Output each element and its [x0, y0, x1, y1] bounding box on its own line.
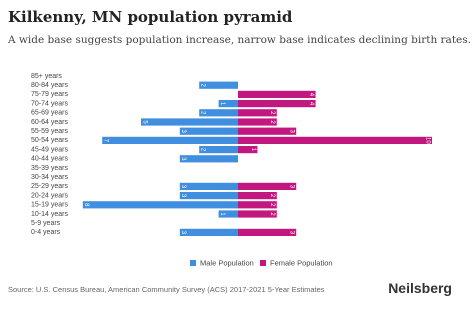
bar	[179, 182, 238, 190]
bar	[238, 109, 277, 117]
data-label: 3	[289, 130, 295, 134]
y-tick-label: 65-69 years	[31, 110, 68, 117]
data-label: 4	[308, 102, 314, 106]
y-tick-label: 85+ years	[31, 73, 62, 80]
source: Source: U.S. Census Bureau, American Com…	[8, 285, 325, 294]
bar	[238, 182, 297, 190]
y-tick-label: 35-39 years	[31, 165, 68, 172]
bar	[238, 90, 316, 98]
bar	[179, 192, 238, 200]
data-label: 2	[200, 111, 206, 115]
bar	[238, 192, 277, 200]
data-label: 1	[219, 102, 225, 106]
legend-swatch	[260, 260, 266, 266]
data-label: 3	[180, 130, 186, 134]
bar	[179, 228, 238, 236]
data-label: 2	[200, 148, 206, 152]
bar	[238, 100, 316, 108]
bar	[238, 146, 258, 154]
legend-label: Male Population	[200, 258, 254, 267]
data-label: 3	[289, 185, 295, 189]
bar	[102, 136, 238, 144]
chart-title: Kilkenny, MN population pyramid	[8, 8, 293, 26]
y-tick-label: 40-44 years	[31, 156, 68, 163]
y-tick-label: 15-19 years	[31, 202, 68, 209]
data-label: 3	[180, 157, 186, 161]
data-label: 2	[200, 84, 206, 88]
data-label: 2	[269, 212, 275, 216]
y-tick-label: 30-34 years	[31, 174, 68, 181]
bar	[199, 81, 238, 89]
bar	[238, 127, 297, 135]
data-label: 7	[103, 139, 109, 143]
data-label: 2	[269, 194, 275, 198]
y-tick-label: 25-29 years	[31, 183, 68, 190]
bar	[141, 118, 238, 126]
brand: Neilsberg	[388, 280, 452, 296]
legend-swatch	[190, 260, 196, 266]
y-tick-label: 75-79 years	[31, 91, 68, 98]
bar	[218, 100, 238, 108]
y-tick-label: 55-59 years	[31, 128, 68, 135]
data-label: 8	[83, 203, 89, 207]
y-tick-label: 80-84 years	[31, 82, 68, 89]
chart-subtitle: A wide base suggests population increase…	[7, 34, 471, 46]
data-label: 1	[219, 212, 225, 216]
data-label: 3	[180, 185, 186, 189]
data-label: 4	[308, 93, 314, 97]
bar	[238, 210, 277, 218]
data-label: 1	[250, 148, 256, 152]
data-label: 5	[141, 120, 147, 124]
bar	[218, 210, 238, 218]
bar	[238, 201, 277, 209]
bar	[199, 146, 238, 154]
y-tick-label: 70-74 years	[31, 100, 68, 107]
data-label: 3	[289, 231, 295, 235]
data-label: 3	[180, 194, 186, 198]
y-tick-label: 10-14 years	[31, 211, 68, 218]
y-tick-label: 45-49 years	[31, 146, 68, 153]
y-tick-label: 5-9 years	[31, 220, 61, 227]
y-tick-label: 60-64 years	[31, 119, 68, 126]
data-label: 2	[269, 203, 275, 207]
y-tick-label: 20-24 years	[31, 192, 68, 199]
bar	[238, 228, 297, 236]
bar	[199, 109, 238, 117]
bar	[82, 201, 238, 209]
data-label: 2	[269, 111, 275, 115]
data-label: 3	[180, 231, 186, 235]
bar	[238, 118, 277, 126]
y-tick-label: 0-4 years	[31, 229, 61, 236]
data-label: 2	[269, 120, 275, 124]
y-tick-label: 50-54 years	[31, 137, 68, 144]
bar	[179, 127, 238, 135]
bar	[238, 136, 432, 144]
data-label: 10	[424, 137, 430, 144]
legend-label: Female Population	[270, 258, 333, 267]
bar	[179, 155, 238, 163]
